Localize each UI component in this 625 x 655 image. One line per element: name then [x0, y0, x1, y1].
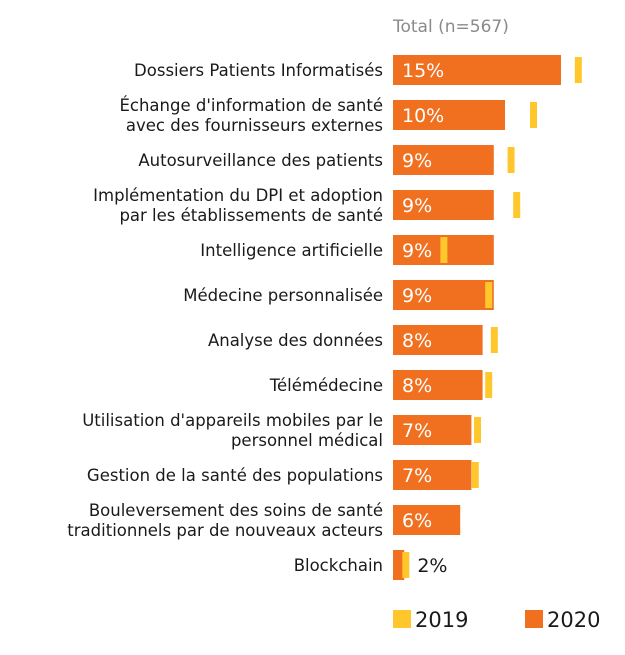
bar-2020: [393, 145, 494, 175]
marker-2019: [574, 57, 582, 83]
legend-label-2020: 2020: [547, 608, 600, 632]
marker-2019: [485, 372, 493, 398]
category-label: Autosurveillance des patients: [138, 151, 383, 170]
value-label: 9%: [402, 150, 432, 172]
bar-2020: [393, 415, 472, 445]
legend-label-2019: 2019: [415, 608, 468, 632]
marker-2019: [474, 417, 481, 443]
value-label: 9%: [402, 285, 432, 307]
value-label: 9%: [402, 240, 432, 262]
value-label: 8%: [402, 330, 432, 352]
category-label: Blockchain: [294, 556, 383, 575]
category-label: Télémédecine: [269, 376, 383, 395]
bar-2020: [393, 370, 483, 400]
bar-2020: [393, 460, 472, 490]
category-label: Analyse des données: [208, 331, 383, 350]
category-label: Utilisation d'appareils mobiles par le pe…: [82, 411, 383, 450]
value-label: 8%: [402, 375, 432, 397]
bar-2020: [393, 550, 405, 580]
value-label: 2%: [417, 555, 447, 577]
category-label: Implémentation du DPI et adoption par les…: [93, 186, 383, 225]
value-label: 7%: [402, 465, 432, 487]
value-label: 10%: [402, 105, 444, 127]
category-label: Dossiers Patients Informatisés: [134, 61, 383, 80]
category-label: Bouleversement des soins de santé traditi…: [67, 501, 383, 540]
marker-2019: [507, 147, 515, 173]
marker-2019: [490, 327, 498, 353]
legend: 2019 2020: [393, 608, 600, 632]
category-label: Intelligence artificielle: [200, 241, 383, 260]
chart-title: Total (n=567): [392, 17, 509, 37]
bar-2020: [393, 280, 494, 310]
legend-swatch-2019: [393, 610, 411, 628]
value-label: 15%: [402, 60, 444, 82]
bar-2020: [393, 325, 483, 355]
marker-2019: [513, 192, 521, 218]
category-label: Échange d'information de santé avec des f…: [119, 96, 383, 135]
bar-rows: Dossiers Patients Informatisés 15% Échange…: [67, 55, 582, 580]
bar-2020: [393, 505, 461, 535]
bar-2020: [393, 100, 505, 130]
value-label: 6%: [402, 510, 432, 532]
marker-2019: [485, 282, 493, 308]
category-label: Gestion de la santé des populations: [87, 466, 383, 485]
marker-2019: [471, 462, 479, 488]
marker-2019: [402, 552, 410, 578]
value-label: 7%: [402, 420, 432, 442]
marker-2019: [530, 102, 537, 128]
legend-swatch-2020: [525, 610, 543, 628]
category-label: Médecine personnalisée: [183, 286, 383, 305]
bar-2020: [393, 55, 561, 85]
bar-2020: [393, 190, 494, 220]
value-label: 9%: [402, 195, 432, 217]
marker-2019: [440, 237, 448, 263]
